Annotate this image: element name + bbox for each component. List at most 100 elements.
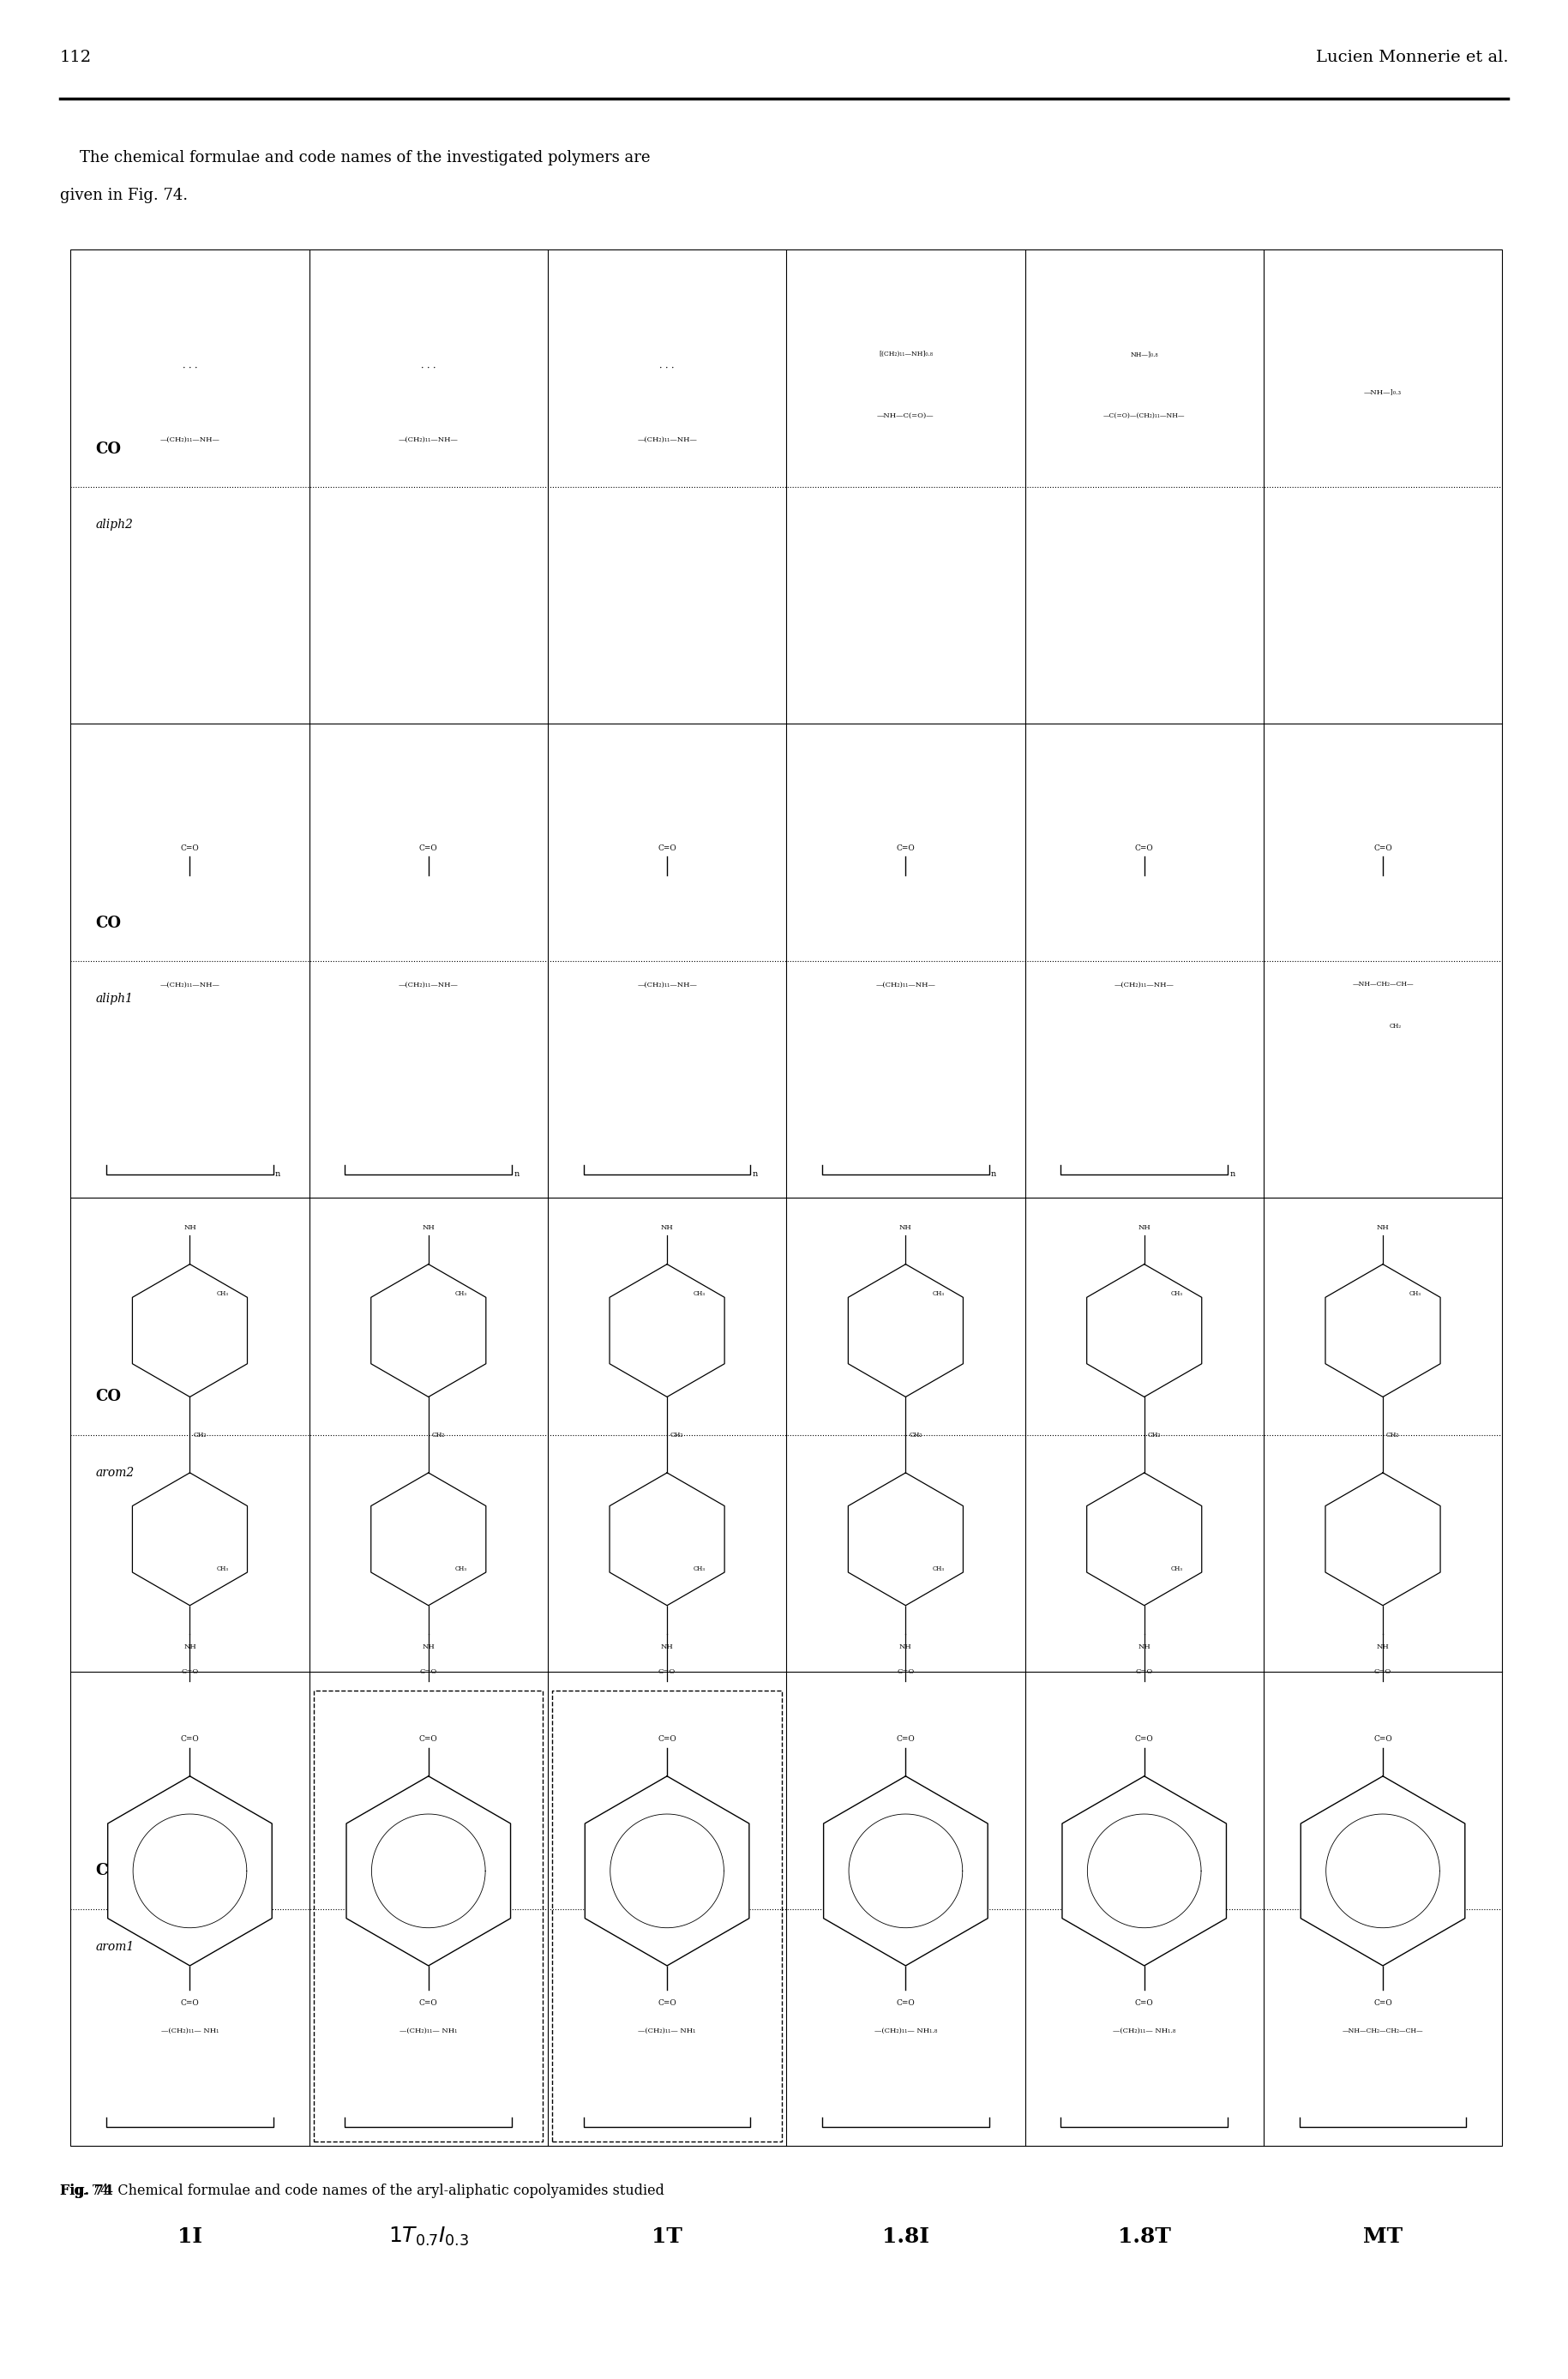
Text: n: n bbox=[753, 1170, 757, 1178]
Polygon shape bbox=[1087, 1263, 1201, 1396]
Text: —(CH₂)₁₁— NH₁: —(CH₂)₁₁— NH₁ bbox=[638, 2027, 696, 2034]
Text: n: n bbox=[991, 1170, 996, 1178]
Text: NH: NH bbox=[183, 1225, 196, 1230]
Text: C=O: C=O bbox=[657, 1998, 676, 2005]
Polygon shape bbox=[108, 1777, 271, 1965]
Text: aliph1: aliph1 bbox=[96, 992, 133, 1004]
Text: NH: NH bbox=[660, 1225, 673, 1230]
Text: CH₂: CH₂ bbox=[1148, 1432, 1160, 1439]
Text: —(CH₂)₁₁—NH—: —(CH₂)₁₁—NH— bbox=[1115, 980, 1174, 987]
Text: Lucien Monnerie et al.: Lucien Monnerie et al. bbox=[1316, 50, 1508, 64]
Text: NH: NH bbox=[183, 1644, 196, 1651]
Polygon shape bbox=[1325, 1263, 1441, 1396]
Text: aliph2: aliph2 bbox=[96, 519, 133, 531]
Polygon shape bbox=[372, 1473, 486, 1606]
Text: C=O: C=O bbox=[1135, 1998, 1154, 2005]
Text: CH₃: CH₃ bbox=[1171, 1565, 1182, 1573]
Text: n: n bbox=[514, 1170, 519, 1178]
Text: 1.8T: 1.8T bbox=[1118, 2227, 1171, 2246]
Text: CH₃: CH₃ bbox=[216, 1289, 229, 1297]
Polygon shape bbox=[848, 1473, 963, 1606]
Polygon shape bbox=[1325, 1473, 1441, 1606]
Text: C=O: C=O bbox=[182, 1668, 199, 1675]
Text: Fig. 74  Chemical formulae and code names of the aryl-aliphatic copolyamides stu: Fig. 74 Chemical formulae and code names… bbox=[60, 2184, 663, 2198]
Text: 1.8I: 1.8I bbox=[883, 2227, 930, 2246]
Text: CH₂: CH₂ bbox=[671, 1432, 684, 1439]
Text: NH: NH bbox=[1377, 1225, 1389, 1230]
Text: C=O: C=O bbox=[657, 845, 676, 852]
Text: The chemical formulae and code names of the investigated polymers are: The chemical formulae and code names of … bbox=[60, 150, 649, 164]
Text: NH: NH bbox=[1138, 1225, 1151, 1230]
Text: CH₂: CH₂ bbox=[431, 1432, 445, 1439]
Text: —(CH₂)₁₁— NH₁: —(CH₂)₁₁— NH₁ bbox=[400, 2027, 458, 2034]
Text: NH—]₀.₈: NH—]₀.₈ bbox=[1131, 350, 1159, 357]
Text: CH₂: CH₂ bbox=[909, 1432, 922, 1439]
Polygon shape bbox=[585, 1777, 750, 1965]
Text: · · ·: · · · bbox=[182, 364, 198, 374]
Text: Fig. 74: Fig. 74 bbox=[60, 2184, 113, 2198]
Text: CH₃: CH₃ bbox=[1410, 1289, 1422, 1297]
Text: CH₃: CH₃ bbox=[455, 1565, 467, 1573]
Text: C=O: C=O bbox=[180, 1998, 199, 2005]
Polygon shape bbox=[1062, 1777, 1226, 1965]
Text: · · ·: · · · bbox=[420, 364, 436, 374]
Text: given in Fig. 74.: given in Fig. 74. bbox=[60, 188, 188, 202]
Text: —(CH₂)₁₁— NH₁: —(CH₂)₁₁— NH₁ bbox=[162, 2027, 220, 2034]
Text: —(CH₂)₁₁—NH—: —(CH₂)₁₁—NH— bbox=[160, 435, 220, 442]
Text: C=O: C=O bbox=[419, 845, 437, 852]
Text: n: n bbox=[1229, 1170, 1236, 1178]
Text: NH: NH bbox=[900, 1644, 913, 1651]
Text: C=O: C=O bbox=[420, 1668, 437, 1675]
Polygon shape bbox=[823, 1777, 988, 1965]
Text: CO: CO bbox=[96, 1389, 121, 1404]
Text: NH: NH bbox=[422, 1644, 434, 1651]
Text: C=O: C=O bbox=[897, 1734, 916, 1744]
Text: C=O: C=O bbox=[180, 1734, 199, 1744]
Text: C=O: C=O bbox=[657, 1734, 676, 1744]
Text: —(CH₂)₁₁—NH—: —(CH₂)₁₁—NH— bbox=[398, 435, 458, 442]
Text: CO: CO bbox=[96, 1863, 121, 1879]
Text: —(CH₂)₁₁—NH—: —(CH₂)₁₁—NH— bbox=[160, 980, 220, 987]
Polygon shape bbox=[610, 1263, 724, 1396]
Bar bbox=[552, 1691, 781, 2141]
Text: CH₃: CH₃ bbox=[693, 1565, 706, 1573]
Text: NH: NH bbox=[1138, 1644, 1151, 1651]
Polygon shape bbox=[1301, 1777, 1465, 1965]
Text: 1T: 1T bbox=[652, 2227, 682, 2246]
Text: MT: MT bbox=[1363, 2227, 1403, 2246]
Text: C=O: C=O bbox=[419, 1734, 437, 1744]
Text: · · ·: · · · bbox=[660, 364, 674, 374]
Text: CO: CO bbox=[96, 440, 121, 457]
Bar bbox=[71, 250, 1502, 2146]
Text: C=O: C=O bbox=[1135, 1668, 1152, 1675]
Text: NH: NH bbox=[422, 1225, 434, 1230]
Polygon shape bbox=[1087, 1473, 1201, 1606]
Text: [(CH₂)₁₁—NH]₀.₈: [(CH₂)₁₁—NH]₀.₈ bbox=[878, 350, 933, 357]
Text: —(CH₂)₁₁—NH—: —(CH₂)₁₁—NH— bbox=[637, 980, 698, 987]
Polygon shape bbox=[372, 1263, 486, 1396]
Text: NH: NH bbox=[660, 1644, 673, 1651]
Text: C=O: C=O bbox=[1135, 1734, 1154, 1744]
Text: CH₃: CH₃ bbox=[933, 1565, 944, 1573]
Polygon shape bbox=[347, 1777, 511, 1965]
Text: CH₃: CH₃ bbox=[216, 1565, 229, 1573]
Text: —C(=O)—(CH₂)₁₁—NH—: —C(=O)—(CH₂)₁₁—NH— bbox=[1104, 412, 1185, 419]
Text: —(CH₂)₁₁—NH—: —(CH₂)₁₁—NH— bbox=[398, 980, 458, 987]
Text: CH₂: CH₂ bbox=[193, 1432, 207, 1439]
Text: arom2: arom2 bbox=[96, 1468, 135, 1480]
Text: C=O: C=O bbox=[1374, 1734, 1392, 1744]
Text: C=O: C=O bbox=[897, 1998, 916, 2005]
Text: C=O: C=O bbox=[1374, 1998, 1392, 2005]
Text: C=O: C=O bbox=[1374, 845, 1392, 852]
Text: —NH—]₀.₃: —NH—]₀.₃ bbox=[1364, 388, 1402, 395]
Text: CH₂: CH₂ bbox=[1389, 1023, 1402, 1030]
Text: —(CH₂)₁₁— NH₁.₈: —(CH₂)₁₁— NH₁.₈ bbox=[875, 2027, 938, 2034]
Text: C=O: C=O bbox=[1135, 845, 1154, 852]
Text: $1T_{0.7}I_{0.3}$: $1T_{0.7}I_{0.3}$ bbox=[389, 2224, 469, 2248]
Text: CH₂: CH₂ bbox=[1386, 1432, 1400, 1439]
Text: NH: NH bbox=[1377, 1644, 1389, 1651]
Text: arom1: arom1 bbox=[96, 1941, 135, 1953]
Text: 1I: 1I bbox=[177, 2227, 202, 2246]
Text: CH₃: CH₃ bbox=[933, 1289, 944, 1297]
Text: NH: NH bbox=[900, 1225, 913, 1230]
